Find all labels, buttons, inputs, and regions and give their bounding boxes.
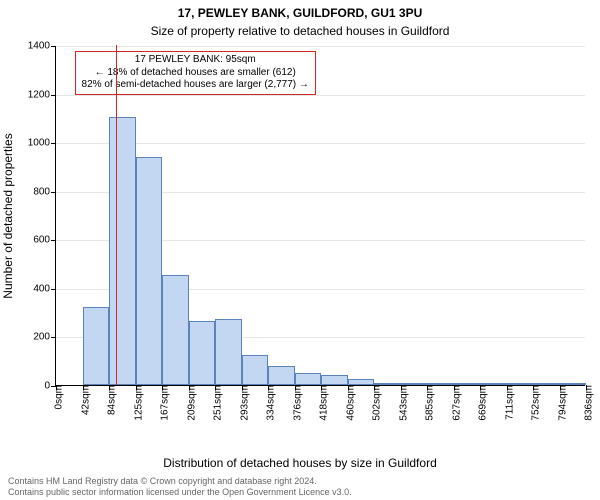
x-tick-label: 794sqm [551,385,568,421]
histogram-bar [215,319,242,385]
x-tick-label: 711sqm [498,385,515,420]
x-tick-label: 502sqm [366,385,383,421]
histogram-bar [189,321,216,385]
chart-title-address: 17, PEWLEY BANK, GUILDFORD, GU1 3PU [0,6,600,20]
y-tick-label: 1400 [28,41,56,52]
histogram-bar [83,307,110,385]
histogram-bar [136,157,163,385]
x-tick-label: 376sqm [286,385,303,421]
histogram-bar [321,375,348,385]
y-tick-label: 1200 [28,89,56,100]
chart-container: 17, PEWLEY BANK, GUILDFORD, GU1 3PU Size… [0,0,600,500]
y-axis-label: Number of detached properties [1,133,15,298]
x-tick-label: 0sqm [48,385,65,409]
histogram-bar [268,366,295,385]
x-tick-label: 293sqm [233,385,250,421]
footer-line2: Contains public sector information licen… [8,487,352,498]
reference-line [116,45,117,385]
plot-area: 17 PEWLEY BANK: 95sqm← 18% of detached h… [55,46,585,386]
chart-title-desc: Size of property relative to detached ho… [0,24,600,38]
x-tick-label: 418sqm [313,385,330,421]
x-tick-label: 543sqm [392,385,409,421]
gridline [56,46,585,47]
x-tick-label: 209sqm [180,385,197,421]
histogram-bar [162,275,189,386]
x-tick-label: 585sqm [419,385,436,421]
y-tick-label: 200 [33,332,56,343]
x-tick-label: 752sqm [525,385,542,421]
x-tick-label: 627sqm [445,385,462,421]
x-tick-label: 167sqm [154,385,171,421]
x-tick-label: 42sqm [74,385,91,415]
histogram-bar [109,117,136,385]
y-tick-label: 800 [33,186,56,197]
x-tick-label: 125sqm [127,385,144,421]
y-tick-label: 400 [33,283,56,294]
footer-line1: Contains HM Land Registry data © Crown c… [8,476,352,487]
x-tick-label: 251sqm [207,385,224,421]
histogram-bar [242,355,269,385]
histogram-bar [295,373,322,385]
x-tick-label: 669sqm [472,385,489,421]
info-box: 17 PEWLEY BANK: 95sqm← 18% of detached h… [75,51,316,95]
y-tick-label: 1000 [28,138,56,149]
footer: Contains HM Land Registry data © Crown c… [8,476,352,498]
gridline [56,95,585,96]
x-tick-label: 84sqm [101,385,118,415]
x-tick-label: 836sqm [578,385,595,421]
x-tick-label: 334sqm [260,385,277,421]
x-axis-label: Distribution of detached houses by size … [0,456,600,470]
x-tick-label: 460sqm [339,385,356,421]
y-tick-label: 600 [33,235,56,246]
